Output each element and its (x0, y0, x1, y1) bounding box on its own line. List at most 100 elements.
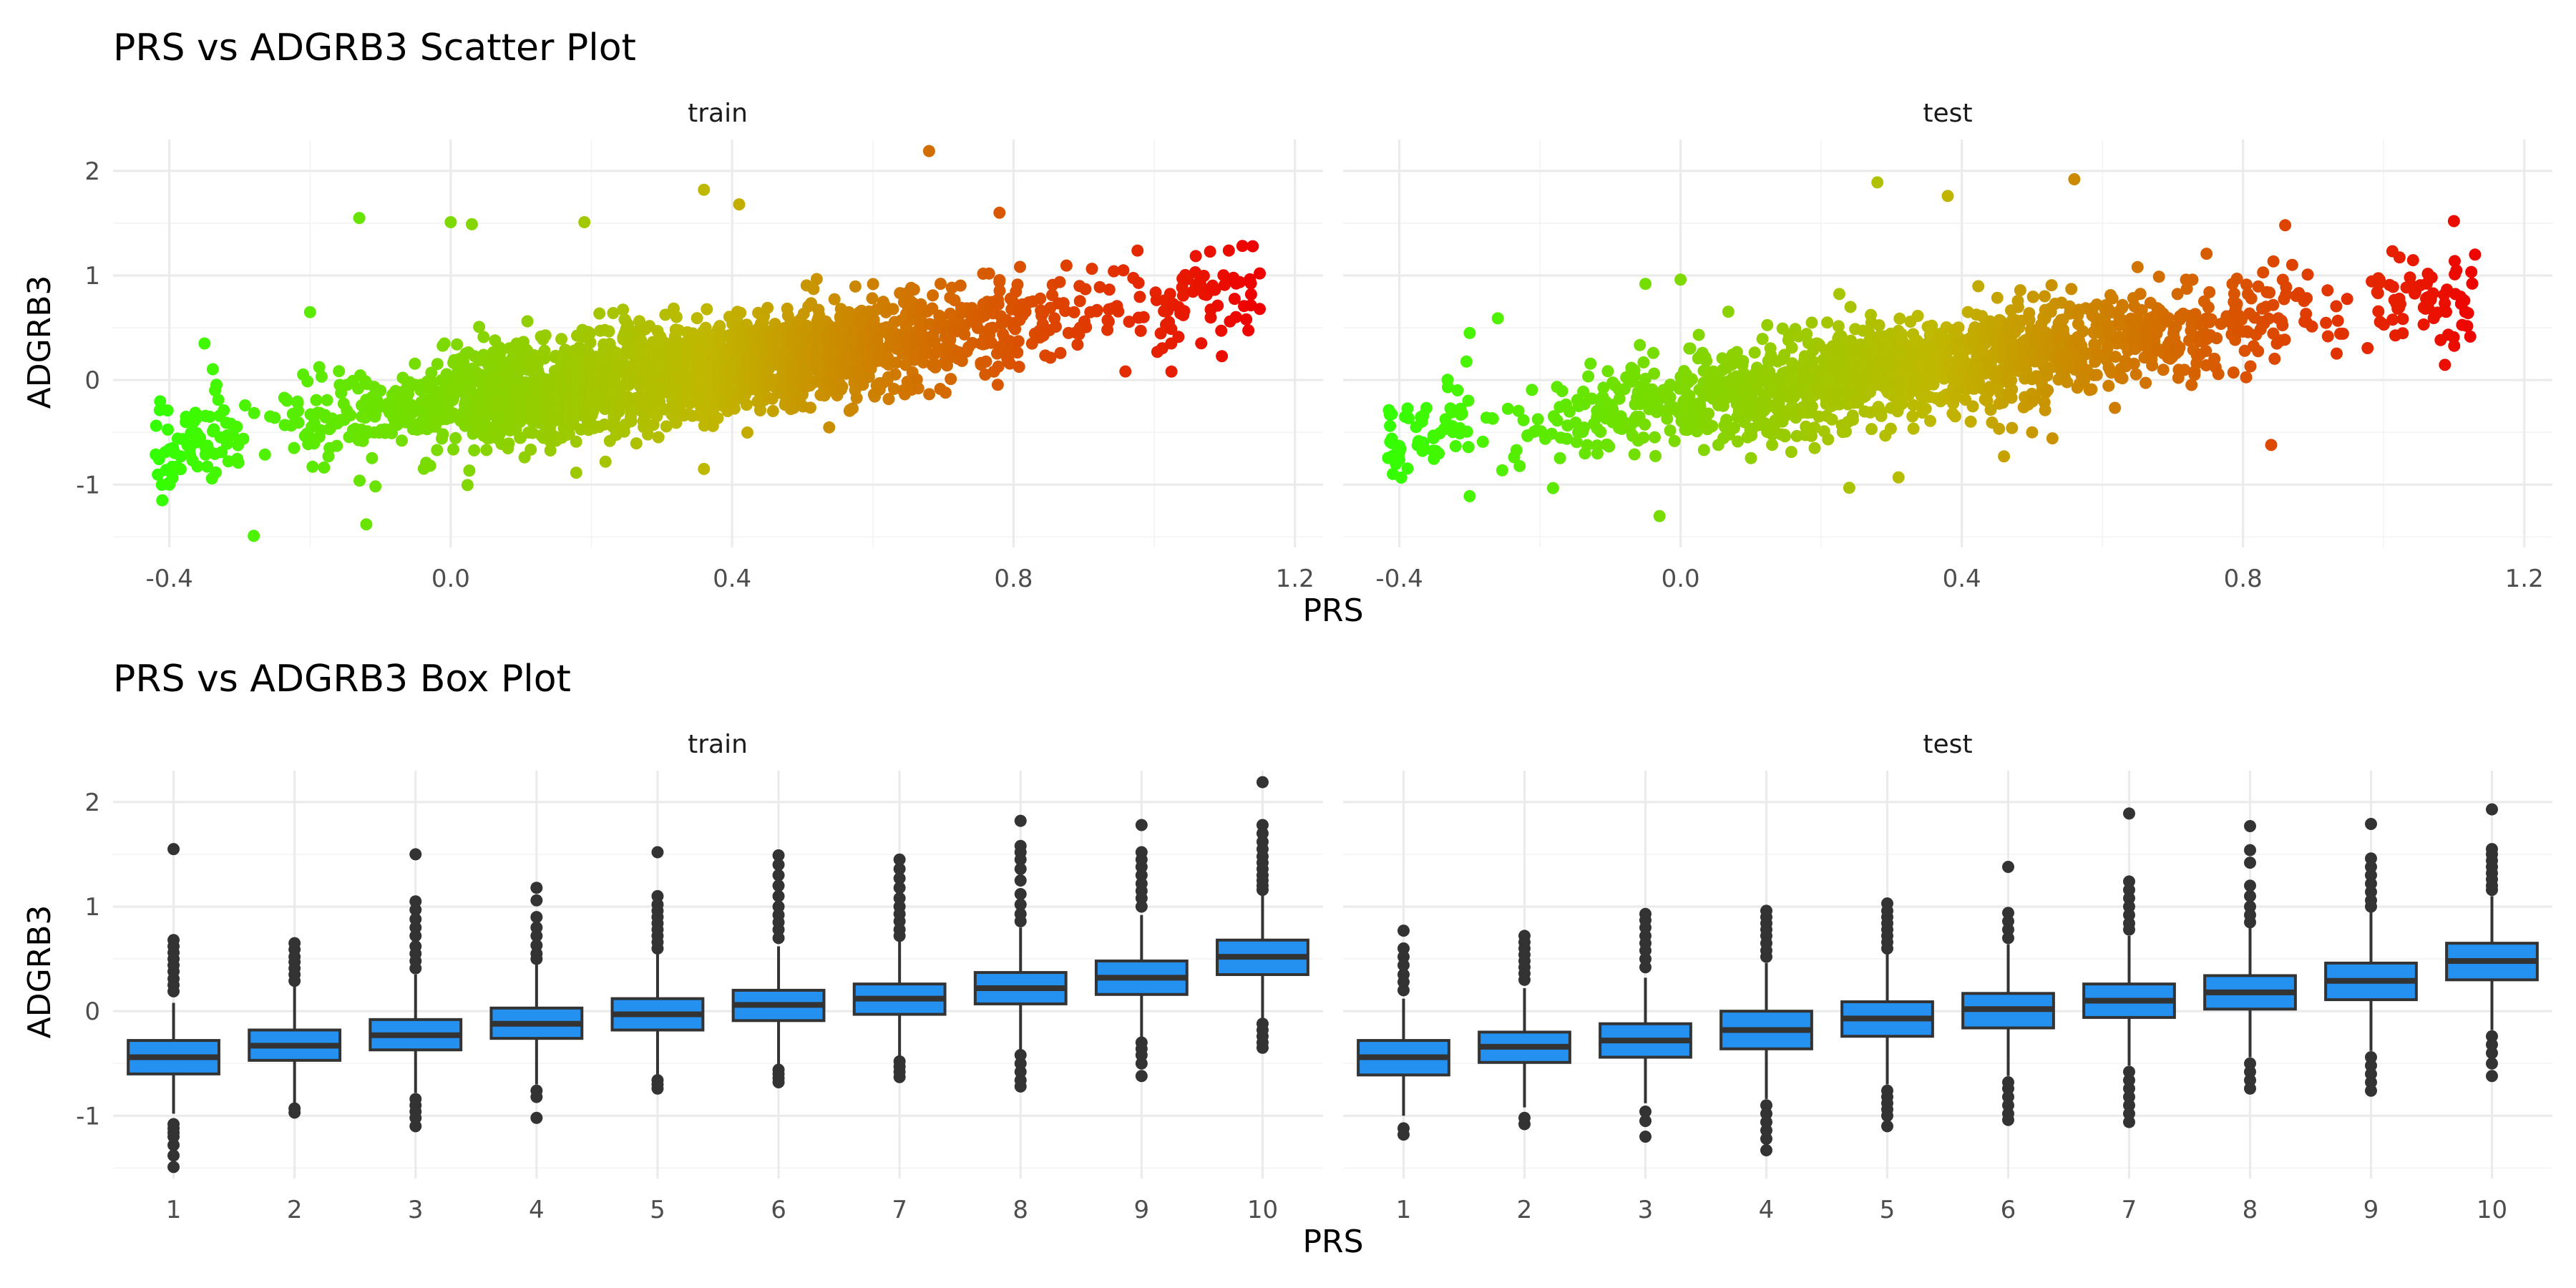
scatter-point (1217, 269, 1230, 282)
scatter-point (1628, 448, 1641, 461)
box-outlier (2123, 892, 2135, 904)
scatter-point (2425, 271, 2438, 284)
scatter-point (1510, 444, 1523, 457)
box-outlier (2244, 879, 2256, 892)
scatter-point (436, 428, 449, 441)
scatter-point (2116, 372, 2129, 385)
scatter-point (353, 474, 366, 487)
scatter-point (1722, 306, 1735, 318)
scatter-point (1603, 440, 1616, 453)
scatter-point (599, 455, 612, 468)
scatter-point (465, 218, 478, 230)
scatter-point (1613, 392, 1626, 405)
scatter-point (1825, 413, 1838, 426)
scatter-point (887, 383, 900, 395)
scatter-point (2006, 383, 2019, 396)
scatter-point (1700, 355, 1713, 367)
box-outlier (409, 1120, 422, 1133)
scatter-plot-title: PRS vs ADGRB3 Scatter Plot (113, 26, 636, 69)
scatter-point (1385, 408, 1398, 421)
box-outlier (2123, 1099, 2135, 1112)
scatter-point (1634, 338, 1646, 351)
box-outlier (530, 952, 543, 965)
scatter-point (1546, 482, 1559, 494)
box-outlier (167, 843, 180, 856)
scatter-point (161, 404, 174, 417)
scatter-point (1501, 402, 1514, 415)
scatter-point (2285, 258, 2298, 271)
scatter-point (1896, 397, 1908, 410)
scatter-point (2078, 374, 2090, 387)
scatter-point (1462, 441, 1475, 454)
scatter-point (584, 336, 597, 349)
scatter-point (2109, 351, 2122, 364)
scatter-point (1244, 288, 1257, 301)
scatter-point (1172, 331, 1185, 343)
scatter-point (1639, 418, 1652, 431)
x-tick-label: 6 (771, 1196, 786, 1224)
scatter-point (2372, 305, 2385, 318)
scatter-point (150, 419, 162, 432)
scatter-point (237, 432, 250, 445)
scatter-point (630, 437, 643, 450)
scatter-point (1384, 419, 1397, 432)
box-outlier (772, 923, 785, 936)
scatter-point (1006, 295, 1019, 308)
scatter-point (1102, 316, 1115, 328)
scatter-point (175, 450, 187, 463)
scatter-point (912, 382, 924, 395)
scatter-point (923, 388, 936, 401)
scatter-point (1927, 378, 1940, 391)
scatter-point (1553, 452, 1566, 464)
scatter-point (1156, 342, 1169, 355)
box-outlier (893, 862, 906, 875)
scatter-point (1003, 357, 1016, 370)
scatter-point (1664, 424, 1677, 437)
scatter-point (1137, 311, 1150, 323)
scatter-point (635, 334, 648, 347)
box-outlier (2123, 1074, 2135, 1087)
box-outlier (772, 900, 785, 913)
scatter-point (1176, 289, 1189, 302)
scatter-point (2228, 288, 2240, 300)
box-outlier (1014, 814, 1027, 827)
box-outlier (2244, 916, 2256, 929)
scatter-point (1254, 303, 1266, 316)
scatter-point (1050, 321, 1062, 333)
scatter-point (525, 443, 537, 456)
box-outlier (409, 930, 422, 942)
scatter-point (2180, 283, 2193, 295)
scatter-point (593, 307, 606, 320)
box-outlier (2365, 852, 2377, 865)
scatter-point (1563, 405, 1576, 418)
scatter-point (562, 428, 575, 440)
scatter-point (301, 375, 314, 388)
scatter-point (993, 284, 1006, 297)
scatter-point (691, 312, 703, 325)
scatter-point (2396, 327, 2409, 340)
scatter-point (212, 394, 225, 406)
scatter-point (473, 321, 486, 333)
box-outlier (1014, 1080, 1027, 1093)
x-tick-label: 1 (166, 1196, 182, 1224)
scatter-point (2448, 339, 2461, 352)
box-outlier (1135, 819, 1148, 831)
scatter-point (1486, 412, 1499, 425)
box-outlier (2486, 1038, 2498, 1051)
box-outlier (772, 859, 785, 872)
scatter-point (2101, 341, 2114, 354)
scatter-point (2462, 307, 2474, 320)
box-outlier (1397, 1128, 1410, 1141)
box-outlier (2123, 807, 2135, 820)
scatter-point (1132, 276, 1145, 289)
scatter-point (310, 394, 323, 406)
scatter-point (154, 395, 167, 408)
scatter-point (438, 337, 451, 350)
scatter-point (1994, 387, 2007, 400)
scatter-point (2331, 347, 2343, 360)
box-outlier (772, 932, 785, 945)
scatter-point (1014, 260, 1026, 273)
scatter-point (480, 444, 493, 457)
box-outlier (772, 879, 785, 892)
scatter-point (1242, 324, 1255, 337)
